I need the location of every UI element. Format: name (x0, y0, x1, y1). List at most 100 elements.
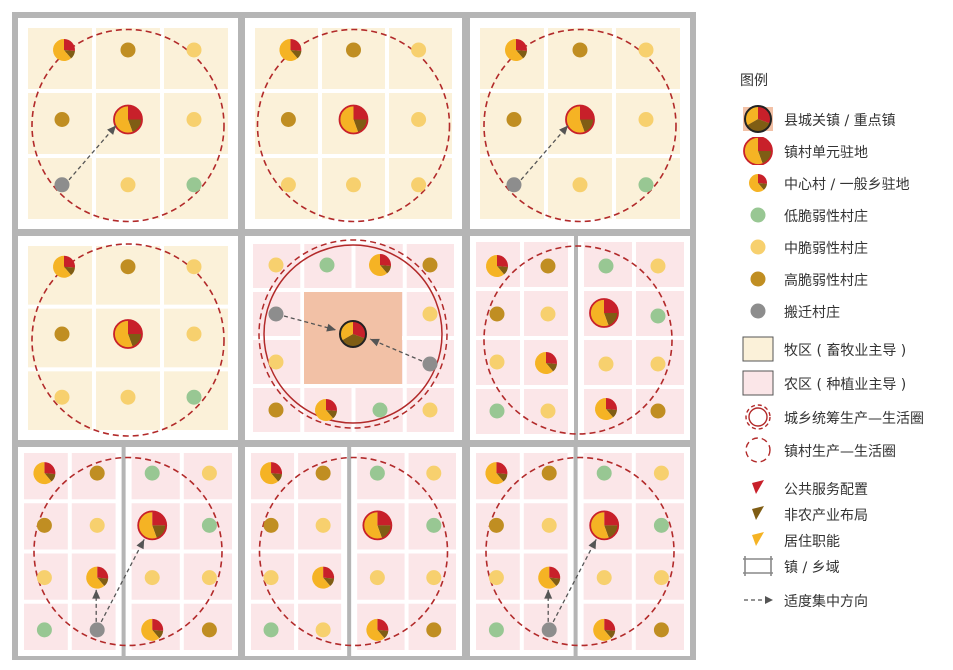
medium-vulnerability-village (426, 570, 442, 586)
legend-swatch (742, 370, 774, 396)
high-vulnerability-village (541, 465, 557, 481)
high-vulnerability-village (120, 42, 136, 58)
medium-vulnerability-village (315, 517, 331, 533)
medium-vulnerability-village-icon (750, 239, 766, 255)
legend-item-town-unit: 镇村单元驻地 (740, 137, 950, 165)
low-vulnerability-village (263, 622, 279, 638)
legend-item-county-town: 县城关镇 / 重点镇 (740, 105, 950, 133)
legend-wedge (752, 506, 764, 520)
central-village-icon (312, 566, 335, 589)
town-unit-seat-icon (362, 510, 393, 541)
medium-vulnerability-village (653, 570, 669, 586)
medium-vulnerability-village (186, 42, 202, 58)
medium-vulnerability-village (36, 570, 52, 586)
high-vulnerability-village (422, 257, 438, 273)
medium-vulnerability-village (596, 570, 612, 586)
town-village-circle (31, 243, 225, 437)
legend-outer-ring (745, 404, 771, 430)
low-vulnerability-village (186, 177, 202, 193)
low-vulnerability-village (650, 308, 666, 324)
low-vulnerability-village (596, 465, 612, 481)
legend-label: 农区 ( 种植业主导 ) (784, 377, 907, 393)
land-cell (96, 28, 160, 89)
medium-vulnerability-village (54, 389, 70, 405)
legend-item-central-village: 中心村 / 一般乡驻地 (740, 169, 950, 197)
medium-vulnerability-village (89, 517, 105, 533)
legend-label: 镇村生产—生活圈 (784, 444, 896, 460)
legend-arrow-head (765, 596, 773, 604)
low-vulnerability-village (598, 258, 614, 274)
concentration-arrow (100, 539, 145, 623)
land-cell (389, 28, 452, 89)
town-village-circle-icon (745, 437, 771, 463)
medium-vulnerability-village (268, 257, 284, 273)
legend-dot (750, 271, 766, 287)
low-vulnerability-village (372, 402, 388, 418)
medium-vulnerability-village (638, 112, 654, 127)
town-village-circle (485, 456, 675, 647)
farming-area-swatch (742, 370, 774, 396)
high-vulnerability-village (120, 259, 136, 275)
concentration-arrow (92, 589, 101, 622)
farming-township (245, 447, 462, 656)
medium-vulnerability-village (488, 570, 504, 586)
relocated-village (54, 177, 70, 193)
urban-rural-circle-icon (745, 404, 771, 430)
central-village-icon (748, 174, 768, 192)
medium-vulnerability-village (540, 403, 556, 419)
town-unit-seat-icon (589, 298, 619, 328)
legend-label: 城乡统筹生产—生活圈 (784, 411, 924, 427)
high-vulnerability-village (540, 258, 556, 274)
concentration-arrow (283, 315, 337, 332)
land-cell (164, 246, 228, 305)
legend-dot (750, 207, 766, 223)
medium-vulnerability-village (411, 177, 427, 193)
pastoral-township (18, 18, 238, 229)
farming-township (470, 447, 690, 656)
high-vulnerability-village (89, 465, 105, 481)
medium-vulnerability-village (369, 570, 385, 586)
medium-vulnerability-village (489, 354, 505, 370)
medium-vulnerability-village (201, 465, 217, 481)
central-village-icon (366, 618, 389, 641)
township-divider (574, 236, 578, 440)
county-town-township (245, 236, 462, 440)
high-vulnerability-village (280, 112, 296, 127)
central-village-icon (141, 618, 164, 641)
township-divider (121, 447, 126, 656)
legend-label: 低脆弱性村庄 (784, 209, 868, 225)
medium-vulnerability-village (186, 326, 202, 342)
high-vulnerability-village (506, 112, 522, 127)
medium-vulnerability-village (422, 402, 438, 418)
central-village-icon (260, 462, 283, 485)
legend-label: 县城关镇 / 重点镇 (784, 113, 896, 129)
central-village-icon (33, 462, 56, 485)
relocated-village (541, 622, 557, 638)
legend-item-high-vuln: 高脆弱性村庄 (740, 265, 950, 293)
legend-item-town-village-circle: 镇村生产—生活圈 (740, 436, 950, 464)
pastoral-township (470, 18, 690, 229)
medium-vulnerability-village (650, 356, 666, 372)
legend-town-pie (743, 137, 773, 165)
legend-boundary (743, 556, 773, 576)
medium-vulnerability-village (186, 112, 202, 127)
town-unit-seat-icon (589, 510, 620, 541)
town-village-circle (33, 456, 223, 647)
legend-label: 高脆弱性村庄 (784, 273, 868, 289)
legend-label: 搬迁村庄 (784, 305, 840, 321)
low-vulnerability-village (186, 389, 202, 405)
town-village-circle (483, 28, 677, 223)
legend-label: 公共服务配置 (784, 482, 868, 498)
legend-label: 镇 / 乡域 (784, 560, 840, 576)
relocated-village (89, 622, 105, 638)
concentration-arrow (369, 338, 423, 362)
low-vulnerability-village (319, 257, 335, 273)
low-vulnerability-village (369, 465, 385, 481)
medium-vulnerability-village (315, 622, 331, 638)
town-village-circle (31, 28, 225, 223)
legend-wedge (752, 480, 764, 494)
legend-item-direction: 适度集中方向 (740, 586, 950, 614)
medium-vulnerability-village (263, 570, 279, 586)
farming-township (18, 447, 238, 656)
residence-wedge-icon (752, 532, 764, 546)
